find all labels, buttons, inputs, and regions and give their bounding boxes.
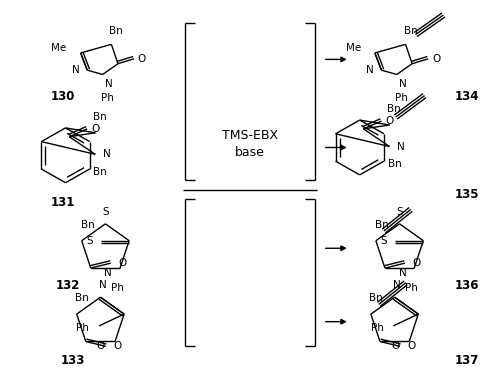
Text: 137: 137 (454, 354, 479, 367)
Text: O: O (432, 54, 440, 64)
Text: Ph: Ph (405, 283, 417, 293)
Text: Bn: Bn (388, 159, 402, 169)
Text: N: N (392, 280, 400, 290)
Text: Bn: Bn (75, 293, 88, 304)
Text: N: N (398, 268, 406, 278)
Text: O: O (385, 116, 394, 126)
Text: Bn: Bn (404, 26, 417, 36)
Text: O: O (391, 342, 400, 351)
Text: 134: 134 (454, 90, 479, 103)
Text: N: N (104, 79, 112, 89)
Text: N: N (399, 79, 406, 89)
Text: O: O (408, 342, 416, 351)
Text: O: O (118, 258, 127, 268)
Text: 133: 133 (60, 354, 85, 367)
Text: S: S (102, 207, 108, 217)
Text: Bn: Bn (110, 26, 123, 36)
Text: Bn: Bn (81, 220, 94, 230)
Text: N: N (104, 149, 111, 159)
Text: Me: Me (52, 43, 66, 53)
Text: Bn: Bn (94, 167, 107, 177)
Text: Me: Me (346, 43, 361, 53)
Text: N: N (98, 280, 106, 290)
Text: Ph: Ph (101, 93, 114, 103)
Text: S: S (381, 236, 388, 246)
Text: 136: 136 (454, 279, 479, 292)
Text: 131: 131 (50, 196, 75, 209)
Text: TMS-EBX: TMS-EBX (222, 129, 278, 142)
Text: Bn: Bn (92, 112, 106, 122)
Text: N: N (72, 65, 80, 75)
Text: O: O (91, 124, 100, 134)
Text: N: N (398, 142, 405, 152)
Text: Bn: Bn (369, 293, 382, 304)
Text: Ph: Ph (76, 323, 89, 333)
Text: N: N (366, 65, 374, 75)
Text: Bn: Bn (375, 220, 388, 230)
Text: O: O (413, 258, 421, 268)
Text: 135: 135 (454, 188, 479, 201)
Text: N: N (104, 268, 112, 278)
Text: S: S (396, 207, 403, 217)
Text: S: S (86, 236, 93, 246)
Text: 132: 132 (56, 279, 80, 292)
Text: O: O (138, 54, 146, 64)
Text: Ph: Ph (110, 283, 124, 293)
Text: 130: 130 (50, 90, 75, 103)
Text: Ph: Ph (370, 323, 384, 333)
Text: O: O (114, 342, 122, 351)
Text: Ph: Ph (396, 93, 408, 103)
Text: O: O (97, 342, 105, 351)
Text: Bn: Bn (386, 104, 400, 114)
Text: base: base (235, 146, 265, 159)
